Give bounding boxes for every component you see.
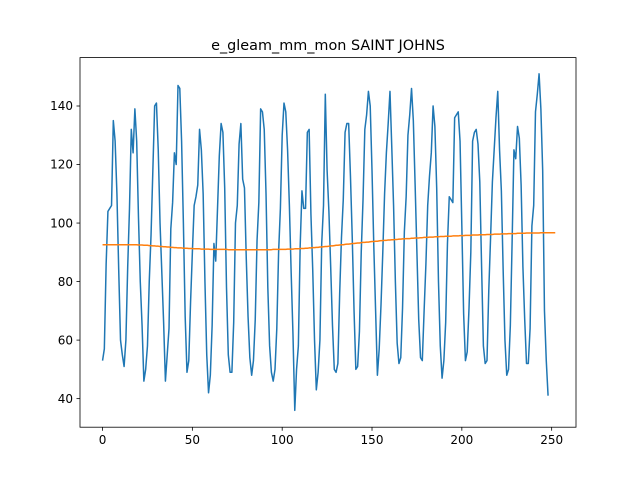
y-tick-label: 40 bbox=[58, 392, 73, 406]
plot-frame bbox=[79, 57, 577, 428]
x-tick-label: 0 bbox=[99, 433, 107, 447]
x-tick-label: 150 bbox=[361, 433, 384, 447]
series-2-line bbox=[102, 231, 556, 251]
x-tick-label: 200 bbox=[450, 433, 473, 447]
x-tick-label: 50 bbox=[185, 433, 200, 447]
y-tick-label: 140 bbox=[50, 99, 73, 113]
y-tick-label: 120 bbox=[50, 158, 73, 172]
series-layer bbox=[101, 73, 556, 412]
series-1-line bbox=[101, 73, 549, 412]
x-tick-label: 250 bbox=[540, 433, 563, 447]
y-tick-label: 100 bbox=[50, 216, 73, 230]
x-tick-label: 100 bbox=[271, 433, 294, 447]
chart-title: e_gleam_mm_mon SAINT JOHNS bbox=[211, 38, 445, 54]
y-tick-label: 60 bbox=[58, 333, 73, 347]
tick-layer: 0 50 100 150 200 250 40 60 80 100 120 140 bbox=[50, 99, 563, 447]
y-tick-label: 80 bbox=[58, 275, 73, 289]
